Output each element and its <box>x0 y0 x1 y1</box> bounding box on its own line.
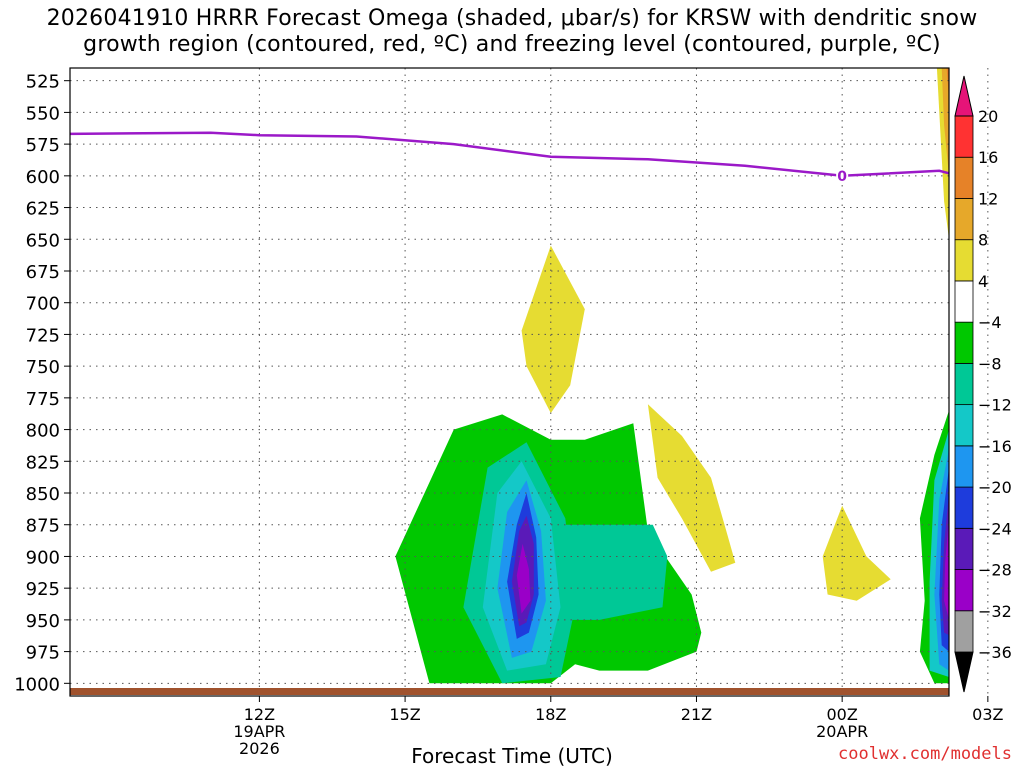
credit-text: coolwx.com/models <box>838 744 1012 764</box>
y-tick-label-825: 825 <box>26 452 60 473</box>
colorbar-swatch-12 <box>954 156 974 199</box>
y-tick-label-675: 675 <box>26 262 60 283</box>
freezing-level-label-bg <box>836 167 849 184</box>
colorbar-swatch-7 <box>954 362 974 406</box>
omega-region-11 <box>516 543 531 614</box>
chart-title-line-2: growth region (contoured, red, ºC) and f… <box>83 32 941 57</box>
ground-surface <box>70 688 949 695</box>
colorbar-swatch-8 <box>954 321 974 364</box>
colorbar-swatch-1 <box>954 610 974 653</box>
colorbar-swatch-3 <box>954 527 974 570</box>
colorbar-swatch-10 <box>954 239 974 282</box>
colorbar-swatch-2 <box>954 569 974 612</box>
chart-title-line-1: 2026041910 HRRR Forecast Omega (shaded, … <box>46 6 978 31</box>
colorbar-label-0: 20 <box>978 107 998 126</box>
x-tick-date-00Z: 20APR <box>816 722 868 741</box>
colorbar-label-2: 12 <box>978 189 998 208</box>
freezing-level-label: 0 <box>837 169 847 185</box>
omega-shaded-regions <box>395 68 949 684</box>
omega-region-20 <box>944 518 949 620</box>
x-tick-label-00Z: 00Z <box>826 705 857 724</box>
plot-frame <box>69 67 950 697</box>
y-tick-label-900: 900 <box>26 547 60 568</box>
x-tick-label-15Z: 15Z <box>389 705 420 724</box>
y-tick-label-650: 650 <box>26 230 60 251</box>
colorbar-label-9: −20 <box>978 478 1012 497</box>
y-tick-label-550: 550 <box>26 103 60 124</box>
colorbar-swatch-9 <box>954 280 974 323</box>
colorbar-label-1: 16 <box>978 148 998 167</box>
x-tick-label-12Z: 12Z <box>244 705 275 724</box>
colorbar-label-6: −8 <box>978 354 1002 373</box>
x-tick-label-03Z: 03Z <box>972 705 1003 724</box>
omega-region-3 <box>822 505 891 601</box>
colorbar-label-10: −24 <box>978 519 1012 538</box>
colorbar-swatch-4 <box>954 486 974 529</box>
colorbar-label-12: −32 <box>978 602 1012 621</box>
y-tick-label-850: 850 <box>26 484 60 505</box>
y-tick-label-1000: 1000 <box>14 674 60 695</box>
colorbar: 20 16 12 8 4 −4 −8 −12 −16 −20 −24 −28 −32 −36 <box>954 75 1012 693</box>
colorbar-swatch-6 <box>954 404 974 447</box>
y-tick-label-625: 625 <box>26 199 60 220</box>
colorbar-label-8: −16 <box>978 437 1012 456</box>
colorbar-label-11: −28 <box>978 561 1012 580</box>
y-tick-label-600: 600 <box>26 167 60 188</box>
colorbar-swatch-11 <box>954 198 974 241</box>
freezing-level-line <box>70 131 949 178</box>
x-tick-year-12Z: 2026 <box>239 739 280 758</box>
y-tick-label-700: 700 <box>26 294 60 315</box>
freezing-level-contour: 0 <box>70 131 949 185</box>
colorbar-swatch-13 <box>954 115 974 158</box>
colorbar-top-arrow <box>954 75 974 117</box>
y-tick-label-950: 950 <box>26 611 60 632</box>
y-tick-label-925: 925 <box>26 579 60 600</box>
colorbar-label-5: −4 <box>978 313 1002 332</box>
y-tick-label-975: 975 <box>26 643 60 664</box>
y-axis-ticks: 525 550 575 600 625 650 675 700 725 750 775 800 825 8… <box>14 72 70 695</box>
x-tick-label-21Z: 21Z <box>681 705 712 724</box>
y-tick-label-750: 750 <box>26 357 60 378</box>
colorbar-swatch-5 <box>954 445 974 488</box>
omega-region-13 <box>941 68 949 176</box>
colorbar-label-13: −36 <box>978 643 1012 662</box>
colorbar-bottom-arrow <box>954 651 974 693</box>
colorbar-label-7: −12 <box>978 396 1012 415</box>
omega-region-2 <box>647 404 736 572</box>
omega-region-1 <box>521 245 585 414</box>
y-tick-label-575: 575 <box>26 135 60 156</box>
y-tick-label-875: 875 <box>26 516 60 537</box>
x-tick-date-12Z: 19APR <box>233 722 285 741</box>
y-tick-label-725: 725 <box>26 325 60 346</box>
colorbar-label-4: 4 <box>978 272 988 291</box>
y-tick-label-800: 800 <box>26 421 60 442</box>
colorbar-label-3: 8 <box>978 231 988 250</box>
y-tick-label-775: 775 <box>26 389 60 410</box>
x-axis-label: Forecast Time (UTC) <box>411 744 613 768</box>
x-tick-label-18Z: 18Z <box>535 705 566 724</box>
y-tick-label-525: 525 <box>26 72 60 93</box>
